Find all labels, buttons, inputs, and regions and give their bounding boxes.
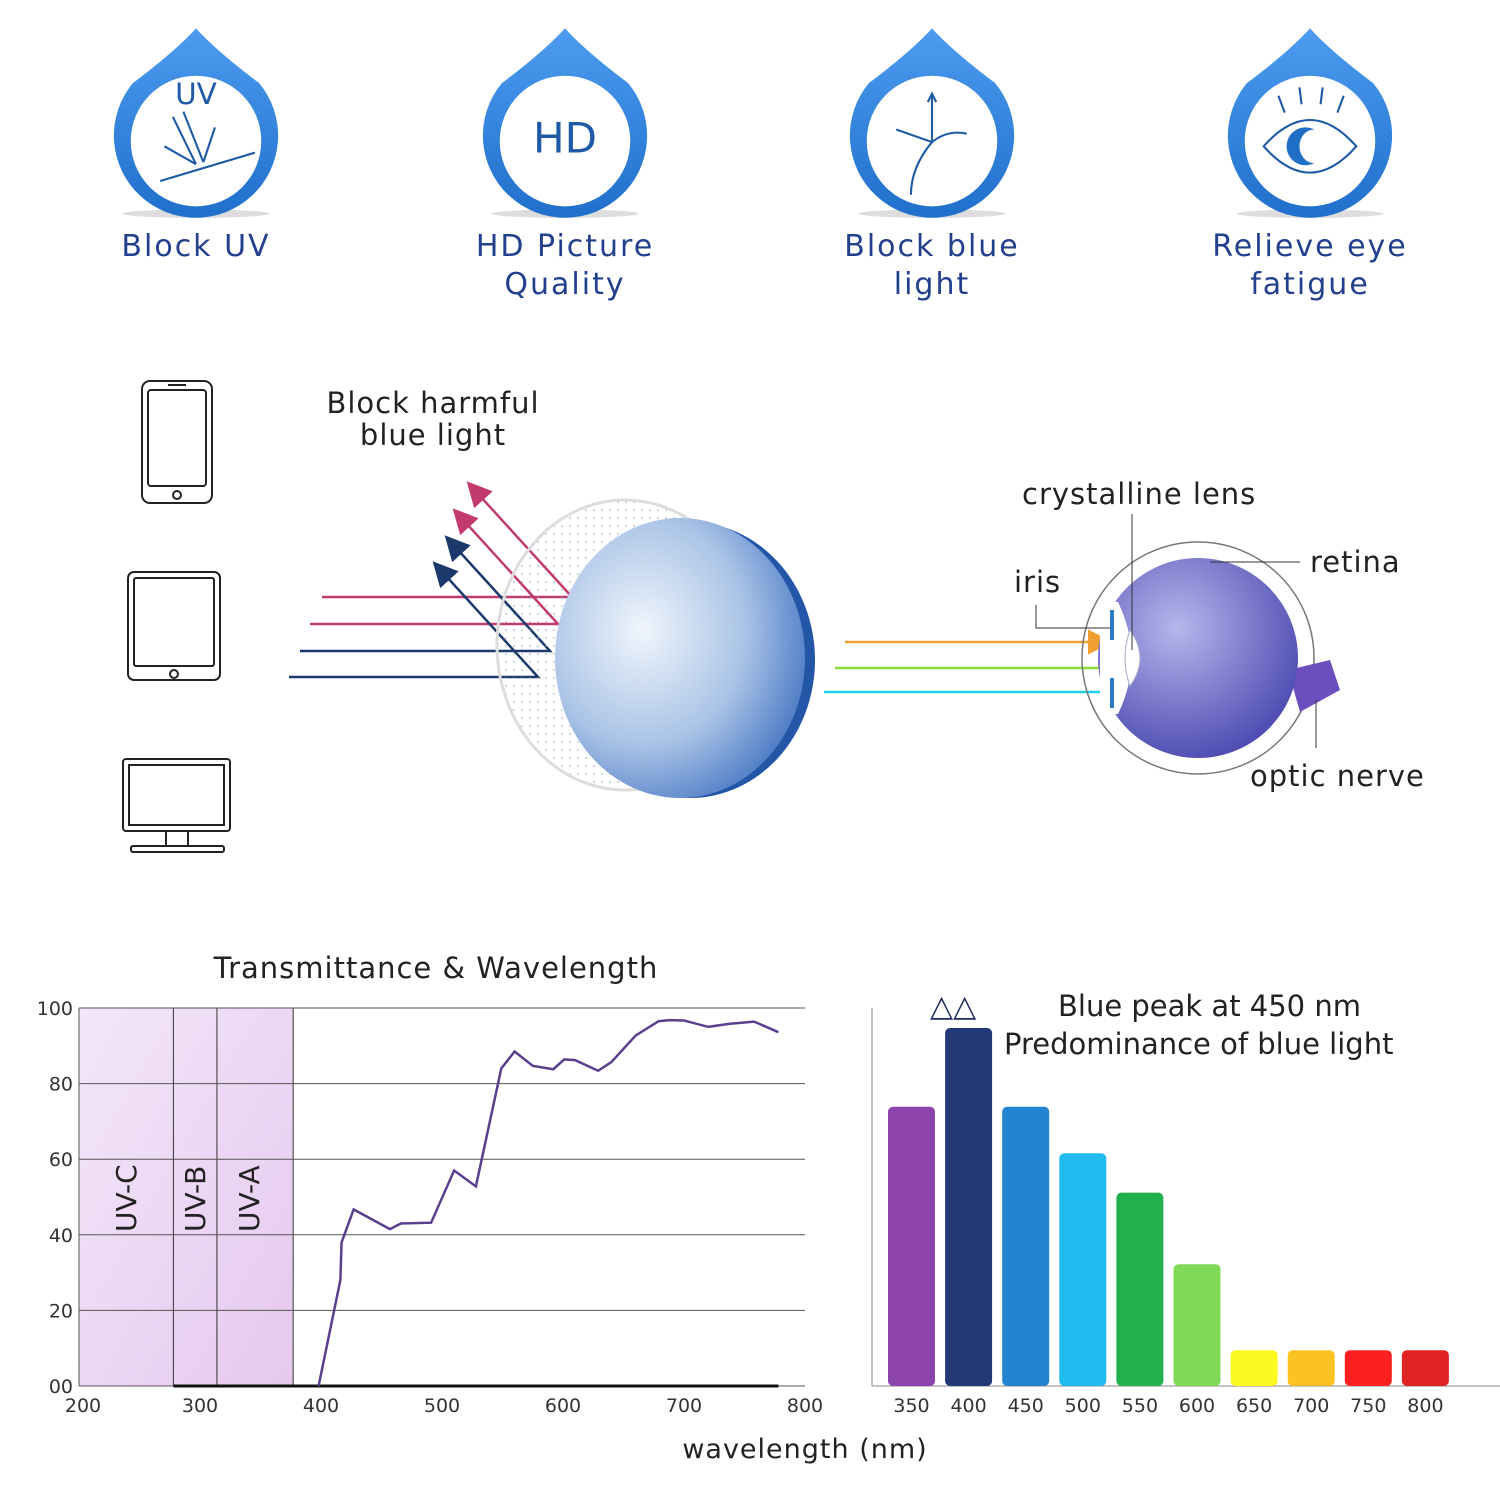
- y-tick-label: 40: [49, 1225, 73, 1247]
- block-label-line1: Block harmful: [326, 386, 539, 420]
- x-tick-label: 600: [545, 1395, 581, 1417]
- bar-350: [888, 1106, 935, 1386]
- annotation-line-2: Predominance of blue light: [1004, 1027, 1393, 1061]
- refraction-icon: [849, 28, 1015, 218]
- y-tick-label: 20: [49, 1300, 73, 1322]
- uv-text: UV: [175, 77, 217, 111]
- spectrum-bar-chart: △△ Blue peak at 450 nm Predominance of b…: [871, 989, 1500, 1417]
- x-tick-label: 300: [182, 1395, 218, 1417]
- transmittance-chart: Transmittance & Wavelength UV-C UV-B UV-A 0…: [37, 951, 823, 1417]
- bar-tick-label: 400: [950, 1395, 986, 1417]
- blue-light-diagram: Block harmful blue light crystalline len…: [122, 380, 1425, 853]
- bar-tick-label: 600: [1179, 1395, 1215, 1417]
- y-tick-label: 80: [49, 1074, 73, 1096]
- bar-tick-label: 450: [1008, 1395, 1044, 1417]
- band-label-uv-c: UV-C: [110, 1164, 143, 1232]
- bar-550: [1116, 1192, 1164, 1386]
- block-label-line2: blue light: [360, 418, 506, 452]
- bar-400: [945, 1028, 993, 1386]
- bar-tick-label: 550: [1122, 1395, 1158, 1417]
- hd-text: HD: [533, 114, 597, 163]
- bar-450: [1002, 1106, 1050, 1386]
- retina-label: retina: [1310, 545, 1401, 579]
- bar-tick-label: 800: [1407, 1395, 1443, 1417]
- eye-cross-section: [1035, 514, 1340, 775]
- lens-illustration: [495, 498, 815, 798]
- x-tick-label: 400: [303, 1395, 339, 1417]
- feature-1: HD HD Picture Quality: [415, 20, 715, 304]
- bar-tick-label: 500: [1065, 1395, 1101, 1417]
- y-tick-label: 00: [49, 1376, 73, 1398]
- bar-tick-label: 650: [1236, 1395, 1272, 1417]
- feature-label: HD Picture Quality: [475, 229, 655, 302]
- uv-reflection-icon: UV: [113, 28, 279, 218]
- x-tick-label: 500: [424, 1395, 460, 1417]
- bar-tick-label: 750: [1350, 1395, 1386, 1417]
- feature-label: Block blue light: [844, 229, 1020, 302]
- bar-650: [1230, 1350, 1278, 1386]
- feature-2: Block blue light: [782, 20, 1082, 304]
- optic-nerve-label: optic nerve: [1250, 759, 1425, 793]
- annotation-triangles: △△: [930, 989, 976, 1024]
- tablet-icon: [127, 571, 221, 681]
- feature-label: Relieve eye fatigue: [1212, 229, 1408, 302]
- bar-tick-label: 700: [1293, 1395, 1329, 1417]
- uv-band-region: [79, 1008, 294, 1386]
- iris-label: iris: [1014, 565, 1061, 599]
- smartphone-icon: [141, 380, 213, 504]
- transmittance-line: [317, 1018, 779, 1387]
- annotation-line-1: Blue peak at 450 nm: [1058, 989, 1361, 1023]
- bar-tick-label: 350: [893, 1395, 929, 1417]
- x-tick-label: 200: [65, 1395, 101, 1417]
- line-chart-title: Transmittance & Wavelength: [213, 951, 659, 985]
- bar-600: [1173, 1264, 1221, 1386]
- bar-700: [1287, 1350, 1335, 1386]
- feature-0: UV Block UV: [46, 20, 346, 266]
- eye-icon: [1227, 28, 1393, 218]
- crystalline-lens-label: crystalline lens: [1022, 477, 1256, 511]
- y-tick-label: 60: [49, 1149, 73, 1171]
- charts-area: Transmittance & Wavelength UV-C UV-B UV-A 0…: [37, 951, 1500, 1465]
- x-tick-label: 800: [787, 1395, 823, 1417]
- x-axis-label: wavelength (nm): [682, 1434, 927, 1465]
- hd-icon: HD: [482, 28, 648, 218]
- bar-500: [1059, 1153, 1107, 1386]
- y-tick-label: 100: [37, 998, 73, 1020]
- bar-800: [1401, 1350, 1449, 1386]
- band-label-uv-a: UV-A: [233, 1165, 266, 1232]
- band-label-uv-b: UV-B: [179, 1166, 212, 1232]
- feature-3: Relieve eye fatigue: [1160, 20, 1460, 304]
- monitor-icon: [122, 758, 231, 853]
- x-tick-label: 700: [666, 1395, 702, 1417]
- feature-label: Block UV: [121, 229, 271, 264]
- bar-750: [1344, 1350, 1392, 1386]
